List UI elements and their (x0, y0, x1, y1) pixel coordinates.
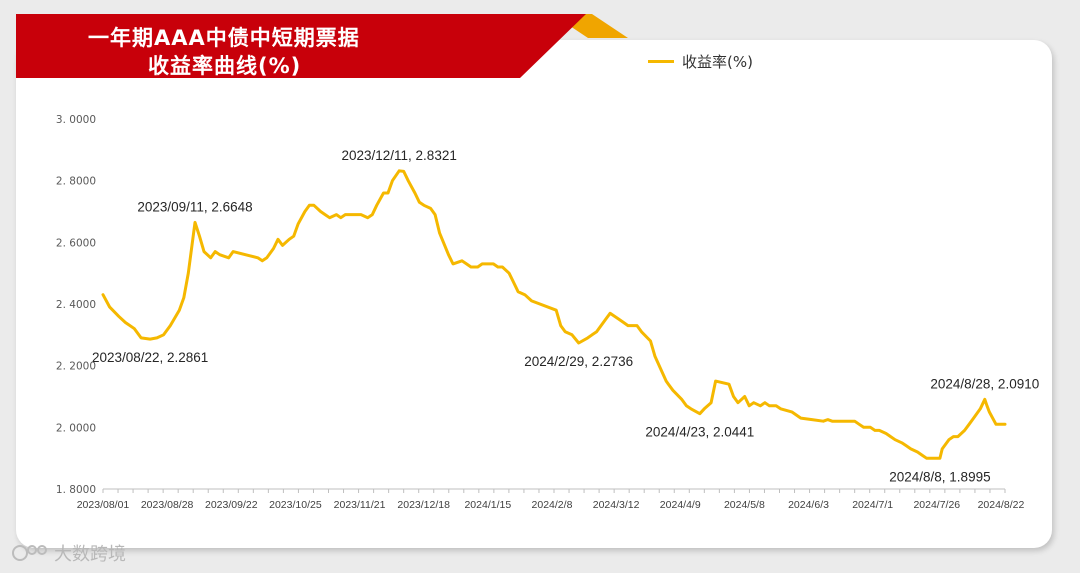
data-label: 2024/2/29, 2.2736 (524, 354, 633, 369)
data-label: 2023/12/11, 2.8321 (341, 148, 456, 163)
title-banner: 一年期AAA中债中短期票据 收益率曲线(%) (0, 0, 640, 80)
data-label: 2024/8/28, 2.0910 (930, 376, 1039, 391)
x-tick-label: 2023/08/01 (77, 499, 130, 511)
x-tick-label: 2023/12/18 (397, 499, 450, 511)
x-tick-label: 2023/09/22 (205, 499, 258, 511)
x-tick-label: 2024/8/22 (978, 499, 1025, 511)
data-label: 2024/4/23, 2.0441 (645, 425, 754, 440)
series-line-yield (101, 169, 1007, 460)
y-tick-label: 2. 4000 (56, 299, 96, 311)
banner-red (16, 14, 586, 78)
chart-title-line1: 一年期AAA中债中短期票据 (88, 26, 360, 50)
watermark-text: 大数跨境 (54, 544, 126, 565)
y-tick-label: 2. 2000 (56, 361, 96, 373)
legend: 收益率(%) (648, 50, 753, 72)
x-tick-label: 2024/4/9 (660, 499, 701, 511)
x-tick-label: 2024/3/12 (593, 499, 640, 511)
legend-swatch (648, 59, 674, 63)
x-tick-label: 2024/5/8 (724, 499, 765, 511)
x-tick-label: 2024/6/3 (788, 499, 829, 511)
x-tick-label: 2023/11/21 (334, 499, 386, 511)
y-tick-label: 2. 8000 (56, 176, 96, 188)
data-label: 2023/09/11, 2.6648 (137, 199, 252, 214)
banner-shape (16, 14, 628, 78)
data-label: 2024/8/8, 1.8995 (889, 469, 990, 484)
data-label: 2023/08/22, 2.2861 (92, 350, 208, 365)
chart-card (16, 40, 1052, 548)
chart-title-line2: 收益率曲线(%) (148, 54, 302, 78)
x-tick-label: 2024/1/15 (464, 499, 511, 511)
y-tick-label: 1. 8000 (56, 484, 96, 496)
legend-label: 收益率(%) (682, 52, 753, 71)
x-tick-label: 2024/7/26 (913, 499, 960, 511)
x-tick-label: 2023/10/25 (269, 499, 322, 511)
y-tick-label: 2. 0000 (56, 422, 96, 434)
watermark-logo-icon (12, 545, 47, 561)
x-tick-label: 2023/08/28 (141, 499, 194, 511)
x-tick-label: 2024/7/1 (852, 499, 893, 511)
watermark: 大数跨境 (10, 540, 126, 566)
y-tick-label: 3. 0000 (56, 114, 96, 126)
y-tick-label: 2. 6000 (56, 237, 96, 249)
x-tick-label: 2024/2/8 (532, 499, 573, 511)
